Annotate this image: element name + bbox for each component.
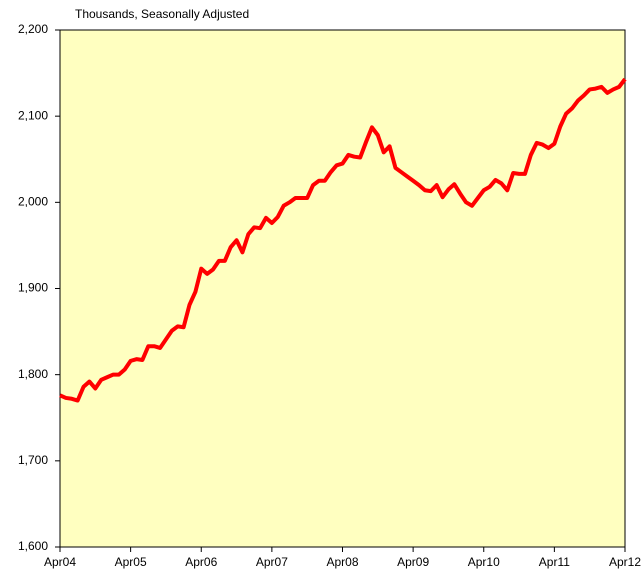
y-tick-label: 2,000: [18, 195, 48, 209]
x-tick-label: Apr10: [468, 555, 500, 569]
x-tick-label: Apr12: [609, 555, 641, 569]
y-tick-label: 1,800: [18, 367, 48, 381]
x-tick-label: Apr08: [326, 555, 358, 569]
x-tick-label: Apr06: [185, 555, 217, 569]
x-tick-label: Apr09: [397, 555, 429, 569]
y-tick-label: 1,900: [18, 281, 48, 295]
x-tick-label: Apr04: [44, 555, 76, 569]
line: [59, 77, 627, 403]
x-tick-label: Apr11: [539, 555, 570, 569]
x-tick-label: Apr05: [115, 555, 147, 569]
y-tick-label: 2,200: [18, 22, 48, 36]
plot-area: [59, 29, 626, 548]
x-tick-label: Apr07: [256, 555, 288, 569]
y-tick-label: 1,700: [18, 453, 48, 467]
y-tick-label: 2,100: [18, 108, 48, 122]
y-tick-label: 1,600: [18, 539, 48, 553]
chart-title: Thousands, Seasonally Adjusted: [75, 7, 249, 21]
